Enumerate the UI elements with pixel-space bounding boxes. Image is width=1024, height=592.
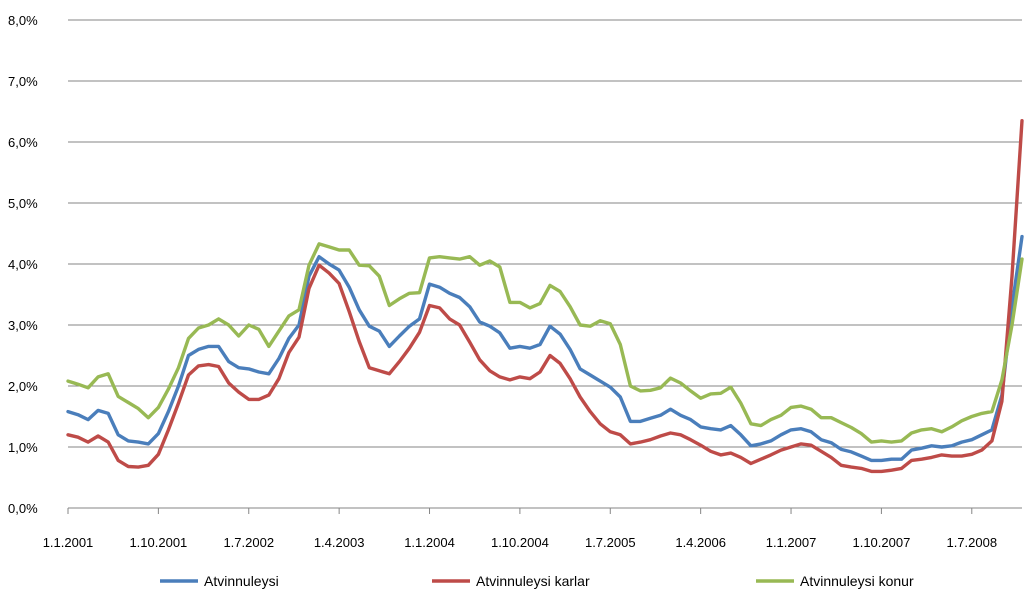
y-tick-label: 4,0% [8, 257, 38, 272]
y-tick-label: 8,0% [8, 13, 38, 28]
x-tick-label: 1.10.2007 [852, 535, 910, 550]
y-axis-ticks: 0,0% 1,0% 2,0% 3,0% 4,0% 5,0% 6,0% 7,0% 8,0% [8, 13, 38, 516]
x-tick-label: 1.10.2001 [129, 535, 187, 550]
y-tick-label: 7,0% [8, 74, 38, 89]
x-tick-label: 1.7.2008 [946, 535, 997, 550]
series-lines [66, 118, 1024, 474]
legend-label-1: Atvinnuleysi karlar [476, 573, 590, 589]
series-line-0 [66, 234, 1024, 463]
y-tick-label: 0,0% [8, 501, 38, 516]
y-tick-label: 1,0% [8, 440, 38, 455]
y-tick-label: 2,0% [8, 379, 38, 394]
x-tick-label: 1.10.2004 [491, 535, 549, 550]
x-tick-label: 1.1.2001 [43, 535, 94, 550]
legend: Atvinnuleysi Atvinnuleysi karlar Atvinnule… [160, 573, 914, 589]
x-tick-label: 1.4.2006 [675, 535, 726, 550]
legend-label-0: Atvinnuleysi [204, 573, 279, 589]
x-axis: 1.1.2001 1.10.2001 1.7.2002 1.4.2003 1.1.200… [43, 507, 1022, 550]
series-line-1 [66, 118, 1024, 474]
y-tick-label: 3,0% [8, 318, 38, 333]
x-tick-label: 1.1.2007 [766, 535, 817, 550]
gridlines [68, 19, 1022, 448]
x-tick-label: 1.7.2002 [223, 535, 274, 550]
y-tick-label: 6,0% [8, 135, 38, 150]
y-tick-label: 5,0% [8, 196, 38, 211]
x-tick-label: 1.4.2003 [314, 535, 365, 550]
x-tick-label: 1.7.2005 [585, 535, 636, 550]
legend-label-2: Atvinnuleysi konur [800, 573, 914, 589]
series-line-2 [66, 242, 1024, 444]
x-tick-label: 1.1.2004 [404, 535, 455, 550]
